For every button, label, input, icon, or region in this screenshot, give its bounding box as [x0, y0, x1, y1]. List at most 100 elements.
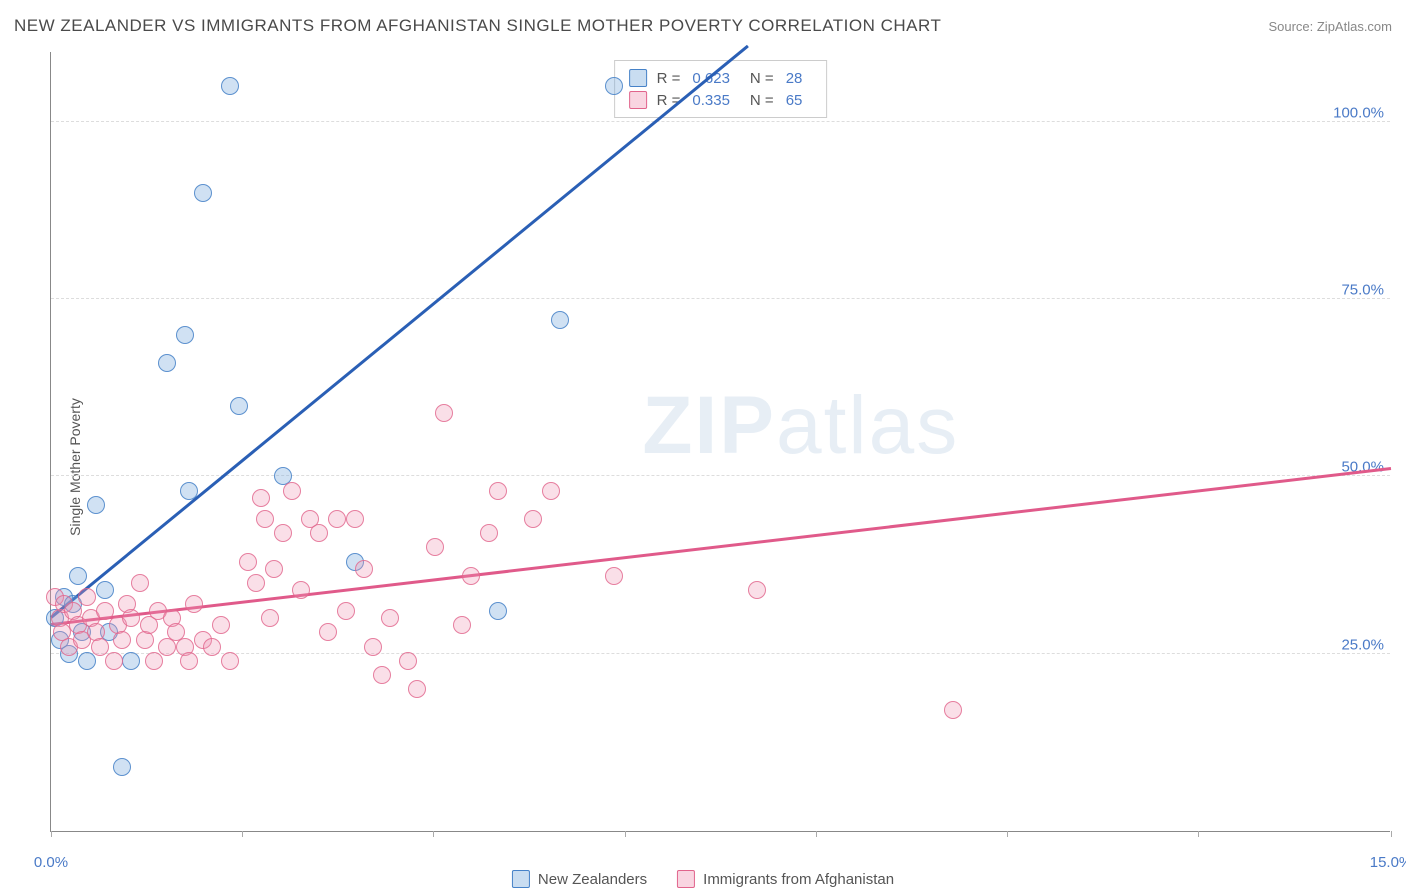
data-point-af [480, 524, 498, 542]
legend-label-nz: New Zealanders [538, 871, 647, 888]
trendline-af [51, 467, 1391, 625]
data-point-af [247, 574, 265, 592]
data-point-af [748, 581, 766, 599]
gridline-h [51, 298, 1390, 299]
y-tick-label: 100.0% [1333, 104, 1384, 121]
data-point-af [185, 595, 203, 613]
data-point-af [435, 404, 453, 422]
source-attribution: Source: ZipAtlas.com [1268, 19, 1392, 34]
data-point-af [113, 631, 131, 649]
y-tick-label: 25.0% [1341, 636, 1384, 653]
data-point-af [373, 666, 391, 684]
data-point-nz [221, 77, 239, 95]
data-point-af [239, 553, 257, 571]
stats-row-nz: R = 0.623 N = 28 [629, 67, 813, 89]
data-point-af [180, 652, 198, 670]
data-point-nz [605, 77, 623, 95]
chart-area: Single Mother Poverty ZIPatlas R = 0.623… [0, 42, 1406, 892]
watermark-rest: atlas [776, 380, 959, 471]
data-point-nz [69, 567, 87, 585]
data-point-af [256, 510, 274, 528]
n-label: N = [750, 92, 774, 109]
source-link[interactable]: ZipAtlas.com [1317, 19, 1392, 34]
data-point-af [78, 588, 96, 606]
data-point-nz [551, 311, 569, 329]
data-point-af [542, 482, 560, 500]
x-tick [625, 831, 626, 837]
x-tick [816, 831, 817, 837]
data-point-nz [158, 354, 176, 372]
data-point-af [310, 524, 328, 542]
chart-container: NEW ZEALANDER VS IMMIGRANTS FROM AFGHANI… [0, 0, 1406, 892]
n-value-af: 65 [786, 92, 803, 109]
data-point-af [203, 638, 221, 656]
data-point-nz [113, 758, 131, 776]
data-point-af [605, 567, 623, 585]
data-point-af [91, 638, 109, 656]
x-tick [242, 831, 243, 837]
swatch-blue-icon [629, 69, 647, 87]
data-point-nz [87, 496, 105, 514]
data-point-af [265, 560, 283, 578]
data-point-af [381, 609, 399, 627]
data-point-af [252, 489, 270, 507]
legend-label-af: Immigrants from Afghanistan [703, 871, 894, 888]
data-point-af [292, 581, 310, 599]
data-point-af [355, 560, 373, 578]
x-tick-label: 0.0% [34, 854, 68, 871]
x-tick [51, 831, 52, 837]
data-point-nz [230, 397, 248, 415]
data-point-af [96, 602, 114, 620]
r-label: R = [657, 92, 681, 109]
data-point-af [944, 701, 962, 719]
data-point-af [462, 567, 480, 585]
gridline-h [51, 475, 1390, 476]
data-point-af [131, 574, 149, 592]
x-tick [1007, 831, 1008, 837]
data-point-af [364, 638, 382, 656]
r-label: R = [657, 70, 681, 87]
swatch-pink-icon [629, 91, 647, 109]
data-point-af [319, 623, 337, 641]
x-tick-label: 15.0% [1370, 854, 1406, 871]
data-point-af [261, 609, 279, 627]
n-value-nz: 28 [786, 70, 803, 87]
plot-region: ZIPatlas R = 0.623 N = 28 R = 0.335 N = … [50, 52, 1390, 832]
data-point-af [274, 524, 292, 542]
data-point-af [337, 602, 355, 620]
data-point-af [408, 680, 426, 698]
data-point-nz [180, 482, 198, 500]
swatch-pink-icon [677, 870, 695, 888]
gridline-h [51, 653, 1390, 654]
n-label: N = [750, 70, 774, 87]
data-point-af [453, 616, 471, 634]
swatch-blue-icon [512, 870, 530, 888]
data-point-af [328, 510, 346, 528]
data-point-nz [78, 652, 96, 670]
x-tick [433, 831, 434, 837]
data-point-af [399, 652, 417, 670]
gridline-h [51, 121, 1390, 122]
data-point-af [105, 652, 123, 670]
data-point-nz [194, 184, 212, 202]
source-label: Source: [1268, 19, 1316, 34]
chart-title: NEW ZEALANDER VS IMMIGRANTS FROM AFGHANI… [14, 16, 941, 36]
data-point-af [145, 652, 163, 670]
data-point-af [489, 482, 507, 500]
data-point-af [221, 652, 239, 670]
data-point-nz [176, 326, 194, 344]
watermark-bold: ZIP [642, 380, 776, 471]
watermark: ZIPatlas [642, 379, 959, 473]
trendline-nz-dashed [742, 45, 748, 51]
legend-item-nz: New Zealanders [512, 870, 647, 888]
y-tick-label: 75.0% [1341, 282, 1384, 299]
header: NEW ZEALANDER VS IMMIGRANTS FROM AFGHANI… [0, 0, 1406, 42]
data-point-af [283, 482, 301, 500]
x-tick [1391, 831, 1392, 837]
data-point-nz [96, 581, 114, 599]
data-point-af [122, 609, 140, 627]
data-point-nz [489, 602, 507, 620]
x-tick [1198, 831, 1199, 837]
data-point-af [212, 616, 230, 634]
data-point-nz [122, 652, 140, 670]
